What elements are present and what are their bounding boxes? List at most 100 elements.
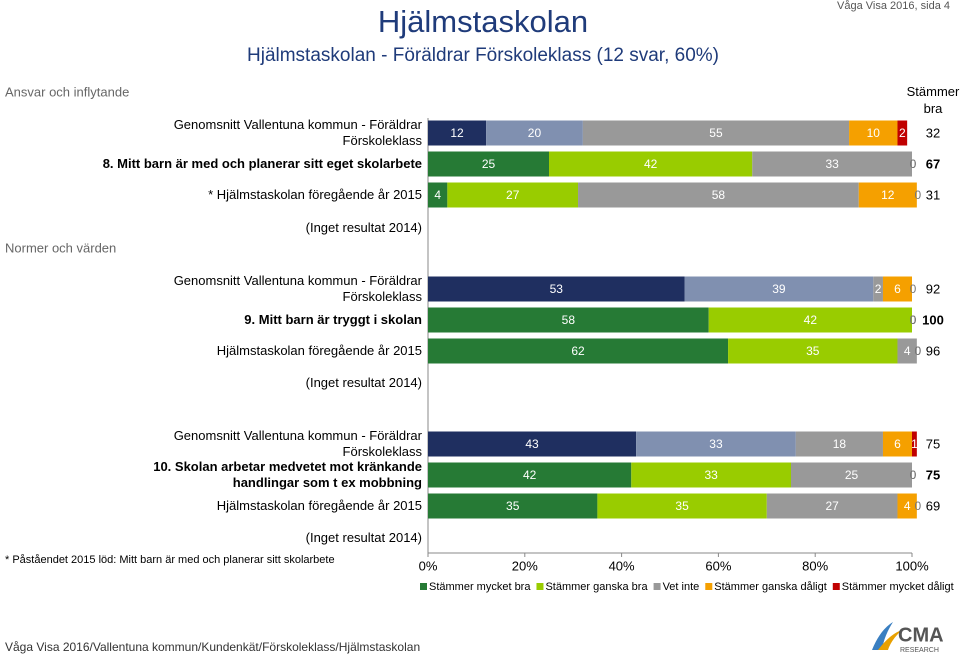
value-label: 12 [450,126,464,140]
bar-segment [597,493,767,519]
value-label: 2 [899,126,906,140]
value-label: 58 [712,188,726,202]
value-label: 35 [675,499,689,513]
value-label: 1 [911,437,918,451]
value-label: 42 [523,468,537,482]
total-label: 67 [926,156,940,171]
value-label: 42 [804,313,818,327]
value-label: 6 [894,282,901,296]
row-label-box: Genomsnitt Vallentuna kommun - Föräldrar… [174,428,422,459]
value-label: 55 [709,126,723,140]
bar-segment [428,182,448,208]
bar-segment [897,493,917,519]
x-tick-label: 100% [895,558,929,573]
value-label: 43 [525,437,539,451]
value-label: 0 [914,499,921,513]
legend-label: Stämmer ganska bra [545,581,648,593]
section-title: Normer och värden [5,240,116,255]
value-label: 20 [528,126,542,140]
page-ref: Våga Visa 2016, sida 4 [837,0,950,12]
value-label: 10 [867,126,881,140]
total-label: 96 [926,343,940,358]
row-label-text: 10. Skolan arbetar medvetet mot kränkand… [153,459,422,490]
legend-swatch [420,583,427,590]
bar-segment [708,307,912,333]
section-title: Ansvar och inflytande [5,84,129,99]
total-label: 100 [922,312,944,327]
bar-segment [882,276,912,302]
row-label-box: Hjälmstaskolan föregående år 2015 [216,343,422,358]
row-label-text: * Hjälmstaskolan föregående år 2015 [208,187,422,202]
legend-swatch [536,583,544,590]
value-label: 0 [914,344,921,358]
value-label: 6 [894,437,901,451]
total-label: 92 [926,281,940,296]
row-label-box: (Inget resultat 2014) [306,220,422,235]
row-label-box: 9. Mitt barn är tryggt i skolan [244,312,422,327]
x-tick-label: 40% [609,558,635,573]
row-label-box: (Inget resultat 2014) [305,375,422,390]
row-label-text: Genomsnitt Vallentuna kommun - Föräldrar… [173,273,422,304]
bar-segment [882,431,912,457]
bar-segment [873,276,883,302]
bar-segment [578,182,859,208]
row-label: (Inget resultat 2014) [0,520,422,556]
bar-segment [849,120,898,146]
row-label-box: Genomsnitt Vallentuna kommun - Föräldrar… [0,271,422,307]
total-label: 32 [926,125,940,140]
bar-segment [858,182,917,208]
bar-segment [912,431,917,457]
bar-segment [582,120,850,146]
row-label-text: Hjälmstaskolan föregående år 2015 [216,343,422,358]
bar-segment [428,120,487,146]
x-tick-label: 20% [512,558,538,573]
legend-label: Stämmer mycket bra [429,581,531,593]
logo-mark [878,630,902,650]
logo-tagline: RESEARCH [900,647,939,654]
value-label: 42 [644,157,658,171]
row-label: Genomsnitt Vallentuna kommun - Föräldrar… [0,115,422,151]
value-label: 25 [482,157,496,171]
bar-segment [428,462,632,488]
value-label: 0 [914,344,921,358]
value-label: 35 [506,499,520,513]
row-label-box: (Inget resultat 2014) [0,520,422,556]
bar-segment [728,338,898,364]
bar-segment [428,151,549,177]
value-label: 4 [904,499,911,513]
x-tick-label: 80% [802,558,828,573]
value-label: 53 [550,282,564,296]
bar-segment [428,307,709,333]
row-label: * Hjälmstaskolan föregående år 2015 [0,177,422,213]
row-label-box: 10. Skolan arbetar medvetet mot kränkand… [153,459,422,490]
value-label: 33 [704,468,718,482]
value-label: 62 [571,344,585,358]
value-label: 0 [910,468,917,482]
value-label: 0 [910,313,917,327]
value-label: 35 [806,344,820,358]
value-label: 0 [910,313,917,327]
value-label: 33 [825,157,839,171]
value-label: 4 [904,344,911,358]
row-label-text: 8. Mitt barn är med och planerar sitt eg… [102,156,422,171]
value-label: 27 [506,188,520,202]
bar-segment [486,120,583,146]
value-label: 2 [875,282,882,296]
footnote: * Påståendet 2015 löd: Mitt barn är med … [5,554,335,566]
bar-segment [791,462,912,488]
row-label: Hjälmstaskolan föregående år 2015 [0,488,422,524]
row-label-text: (Inget resultat 2014) [305,375,422,390]
row-label-text: Hjälmstaskolan föregående år 2015 [216,498,422,513]
row-label: Genomsnitt Vallentuna kommun - Föräldrar… [0,271,422,307]
value-label: 12 [881,188,895,202]
row-label-text: Genomsnitt Vallentuna kommun - Föräldrar… [173,117,422,148]
value-label: 33 [709,437,723,451]
row-label-text: 9. Mitt barn är tryggt i skolan [244,312,422,327]
value-label: 0 [910,282,917,296]
value-label: 0 [910,313,917,327]
value-label: 18 [833,437,847,451]
legend-swatch [705,583,713,590]
logo-name: CMA [898,624,944,646]
bar-segment [795,431,883,457]
